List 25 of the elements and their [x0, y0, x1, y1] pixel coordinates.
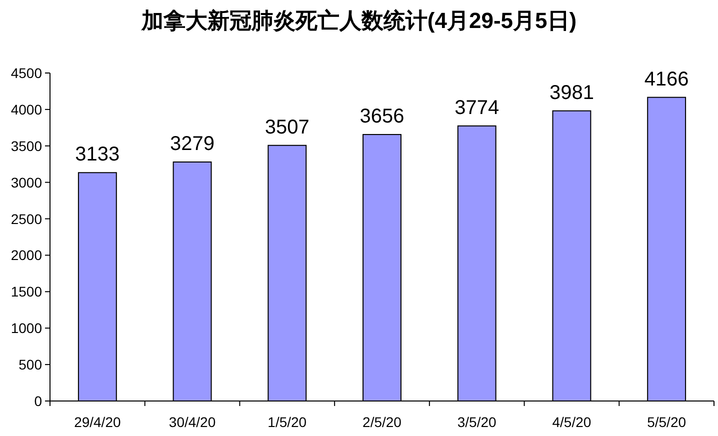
x-tick-label: 3/5/20: [457, 414, 497, 430]
y-tick-label: 3500: [10, 138, 42, 154]
y-tick-label: 500: [18, 356, 42, 373]
y-tick-label: 2500: [10, 210, 42, 227]
x-tick-label: 5/5/20: [647, 414, 686, 430]
data-label: 3981: [549, 82, 594, 104]
x-tick-label: 30/4/20: [168, 414, 216, 430]
x-tick-label: 29/4/20: [74, 414, 121, 430]
x-tick-label: 4/5/20: [552, 414, 592, 430]
data-label: 3774: [454, 96, 500, 119]
x-tick-label: 2/5/20: [362, 414, 402, 430]
data-label: 3507: [264, 116, 310, 138]
y-tick-label: 1500: [10, 284, 42, 300]
chart-title: 加拿大新冠肺炎死亡人数统计(4月29-5月5日): [140, 8, 577, 33]
data-label: 4166: [644, 68, 689, 90]
y-tick-label: 0: [34, 393, 42, 409]
data-label: 3133: [75, 144, 120, 166]
x-tick-label: 1/5/20: [268, 414, 307, 430]
y-tick-label: 3000: [10, 174, 42, 190]
y-tick-label: 1000: [10, 320, 42, 336]
y-tick-label: 4500: [10, 65, 42, 81]
data-label: 3279: [170, 132, 215, 155]
y-tick-label: 4000: [10, 101, 42, 118]
data-label: 3656: [360, 106, 404, 128]
y-tick-label: 2000: [10, 247, 42, 264]
